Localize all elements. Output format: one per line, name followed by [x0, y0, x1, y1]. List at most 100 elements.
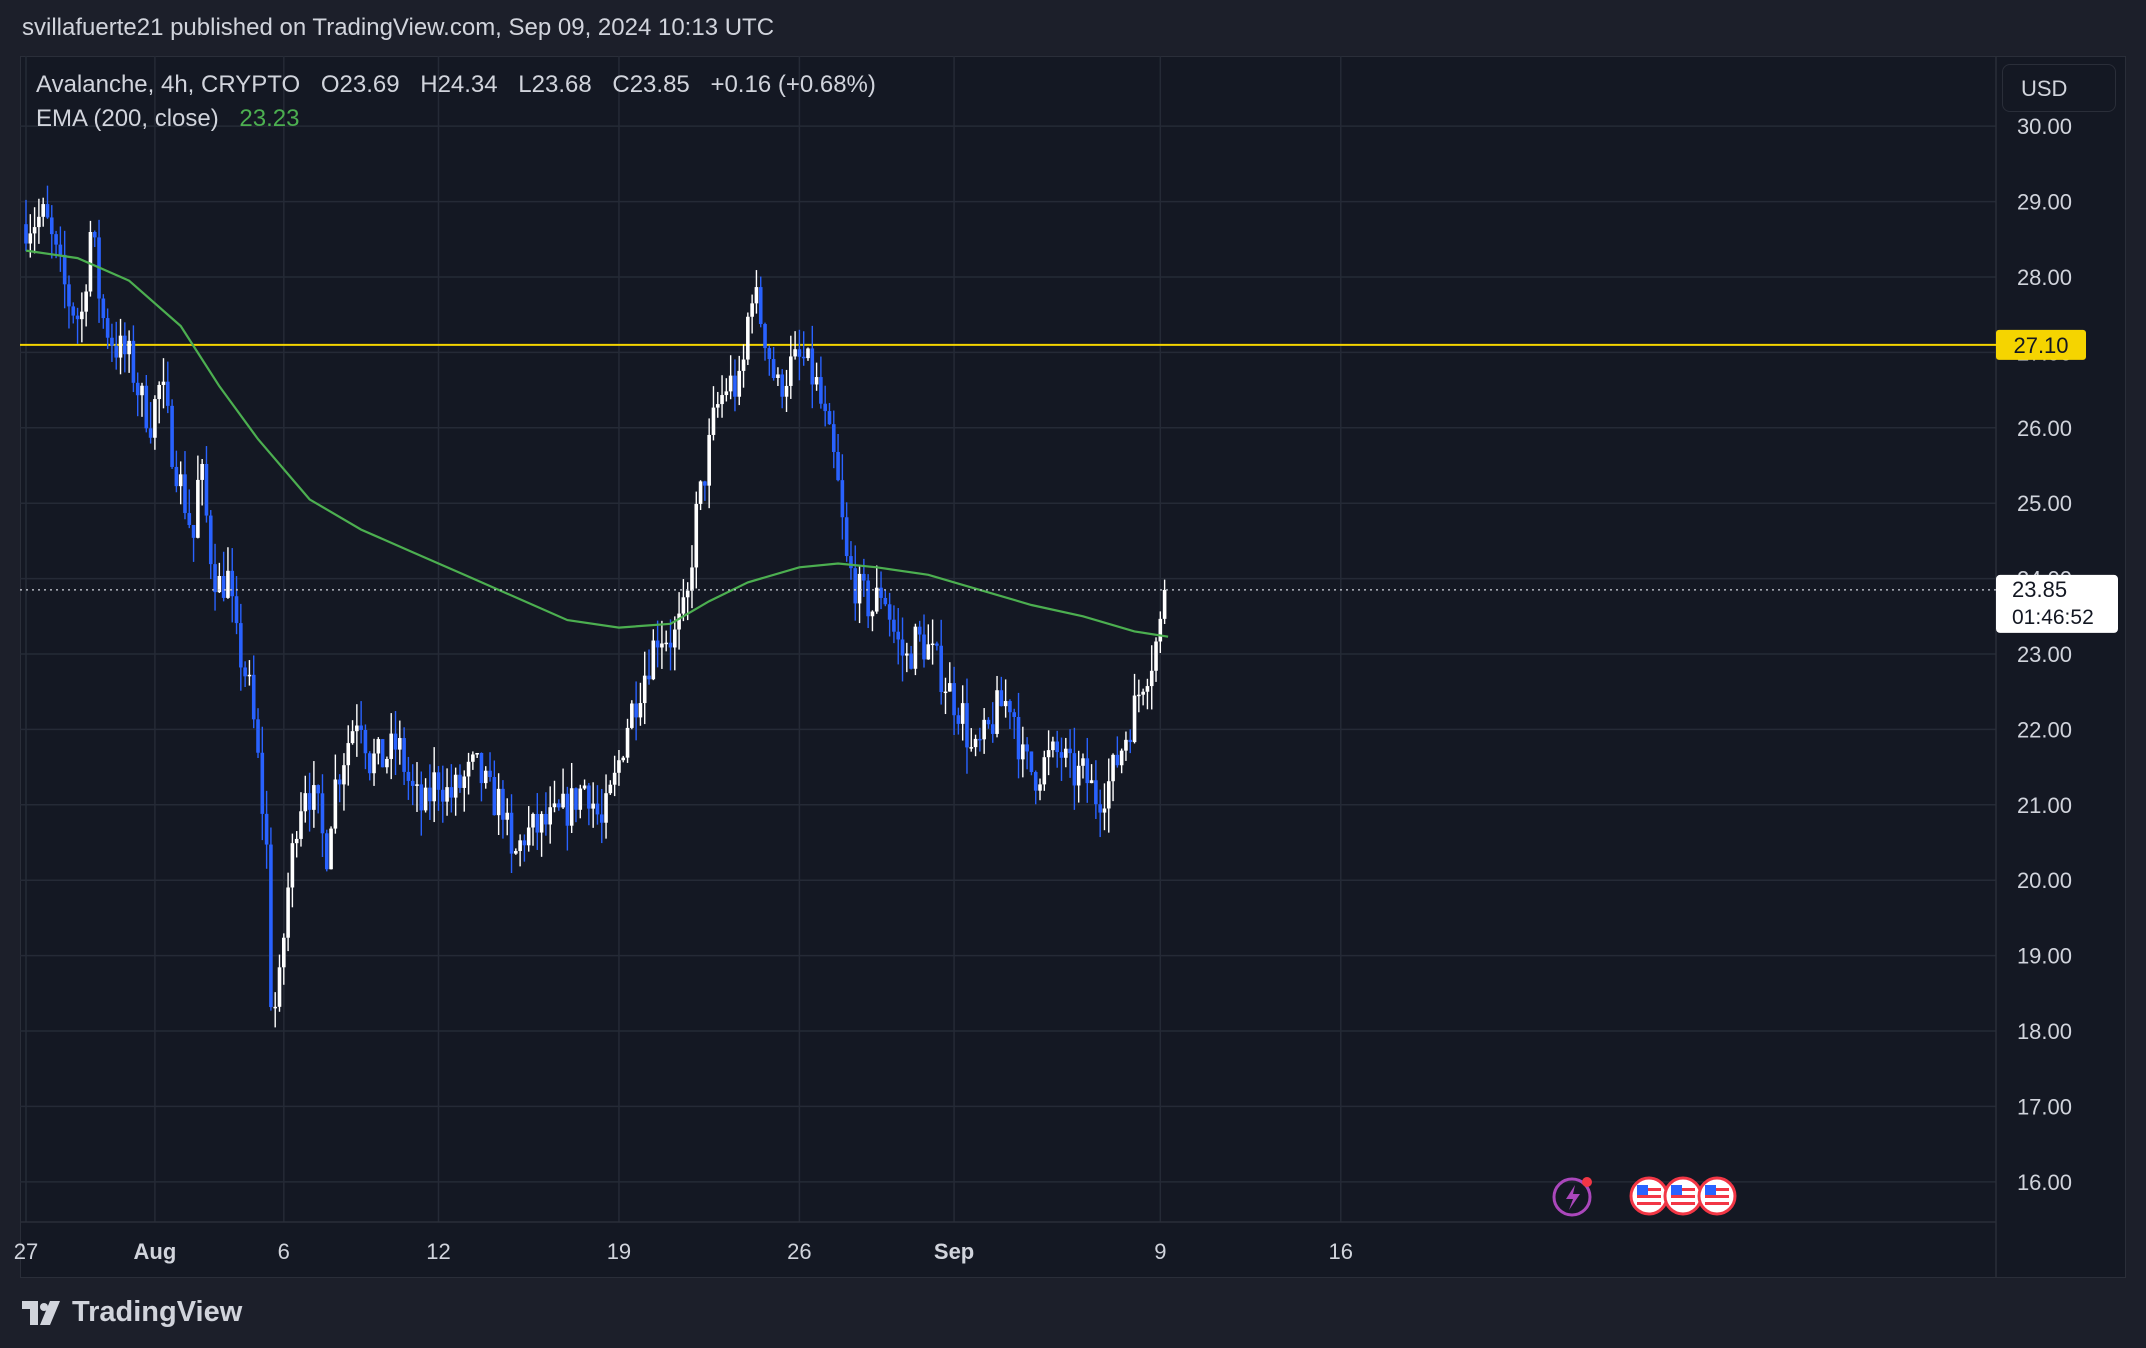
candle-body — [724, 391, 729, 396]
price-tick-label: 17.00 — [2017, 1094, 2072, 1119]
candle-body — [1055, 741, 1059, 753]
candle-body — [514, 851, 518, 854]
ema-value: 23.23 — [239, 105, 300, 132]
candle-body — [71, 306, 76, 316]
candle-body — [200, 463, 204, 480]
candle-body — [230, 570, 235, 597]
candle-body — [445, 787, 449, 802]
candle-body — [251, 674, 256, 720]
candle-body — [333, 779, 338, 829]
countdown-label: 01:46:52 — [2012, 606, 2094, 629]
candle-body — [836, 451, 840, 481]
candle-body — [694, 503, 699, 568]
us-flag-event-icon[interactable] — [1697, 1176, 1737, 1216]
candle-body — [75, 315, 80, 320]
candle-body — [1154, 641, 1158, 671]
footer: TradingView — [0, 1278, 2146, 1348]
candle-body — [105, 318, 110, 338]
candle-body — [256, 719, 260, 753]
candle-body — [604, 793, 608, 823]
time-tick-label: 26 — [787, 1239, 811, 1264]
candle-body — [393, 733, 398, 750]
ohlc-row: Avalanche, 4h, CRYPTO O23.69 H24.34 L23.… — [36, 68, 876, 102]
candle-body — [1085, 758, 1090, 784]
us-flag-event-icon[interactable] — [1663, 1176, 1703, 1216]
candle-body — [423, 787, 428, 811]
chart-frame[interactable] — [20, 56, 2126, 1278]
candle-body — [1068, 748, 1072, 754]
candle-body — [638, 703, 643, 718]
candle-body — [118, 335, 123, 358]
candle-body — [196, 479, 200, 538]
currency-selector[interactable]: USD — [2002, 64, 2116, 112]
candle-body — [1081, 758, 1085, 766]
candle-body — [432, 772, 436, 802]
candle-body — [819, 377, 823, 404]
candle-body — [1094, 780, 1098, 805]
candle-body — [49, 217, 54, 235]
candle-body — [1137, 694, 1141, 697]
candle-body — [367, 753, 372, 774]
candle-body — [990, 724, 995, 734]
candle-body — [316, 785, 320, 794]
publisher-header: svillafuerte21 published on TradingView.… — [0, 0, 2146, 56]
candle-body — [488, 770, 492, 778]
chart-grid — [20, 56, 1996, 1222]
candle-body — [131, 340, 136, 383]
candle-body — [466, 761, 471, 777]
candle-body — [728, 375, 733, 392]
candle-body — [711, 407, 716, 435]
candle-body — [1003, 701, 1008, 707]
candle-body — [544, 813, 548, 825]
candle-body — [617, 760, 621, 773]
symbol-label[interactable]: Avalanche, 4h, CRYPTO — [36, 71, 301, 98]
candle-body — [110, 337, 114, 346]
price-tick-label: 26.00 — [2017, 416, 2072, 441]
price-tick-label: 28.00 — [2017, 265, 2072, 290]
candle-body — [337, 779, 342, 785]
candle-body — [960, 703, 965, 724]
candle-body — [535, 813, 540, 833]
candle-body — [505, 812, 510, 820]
candle-body — [608, 784, 613, 794]
candle-body — [827, 411, 832, 425]
candle-body — [45, 204, 50, 218]
candle-body — [492, 777, 497, 816]
candle-body — [900, 639, 905, 656]
candle-body — [359, 725, 363, 730]
candle-body — [780, 374, 785, 397]
candle-body — [621, 757, 626, 761]
candle-body — [234, 596, 239, 624]
candle-body — [922, 634, 926, 660]
candle-body — [1089, 780, 1094, 784]
candle-body — [483, 770, 488, 784]
candle-body — [1119, 750, 1124, 766]
candle-body — [797, 349, 802, 357]
candle-body — [1098, 804, 1102, 813]
event-icons[interactable] — [1552, 1176, 1737, 1217]
candle-body — [84, 291, 88, 312]
candle-body — [612, 772, 617, 785]
open-value: O23.69 — [320, 71, 400, 98]
candle-body — [1012, 712, 1017, 717]
candle-body — [436, 772, 441, 790]
candle-body — [973, 738, 978, 748]
candle-body — [574, 788, 578, 810]
candle-body — [926, 644, 931, 660]
candle-body — [88, 231, 93, 292]
candle-body — [415, 784, 419, 786]
candle-body — [1008, 701, 1012, 713]
candle-body — [853, 568, 858, 604]
candle-body — [260, 752, 265, 814]
candle-body — [556, 803, 561, 808]
ema-label[interactable]: EMA (200, close) — [36, 105, 219, 132]
candle-body — [801, 356, 806, 359]
lightning-event-icon[interactable] — [1552, 1177, 1592, 1217]
candle-body — [814, 377, 819, 385]
candle-body — [578, 788, 583, 810]
candle-body — [952, 683, 956, 716]
tradingview-logo[interactable]: TradingView — [22, 1296, 242, 1329]
us-flag-event-icon[interactable] — [1629, 1176, 1669, 1216]
candle-body — [909, 653, 913, 669]
